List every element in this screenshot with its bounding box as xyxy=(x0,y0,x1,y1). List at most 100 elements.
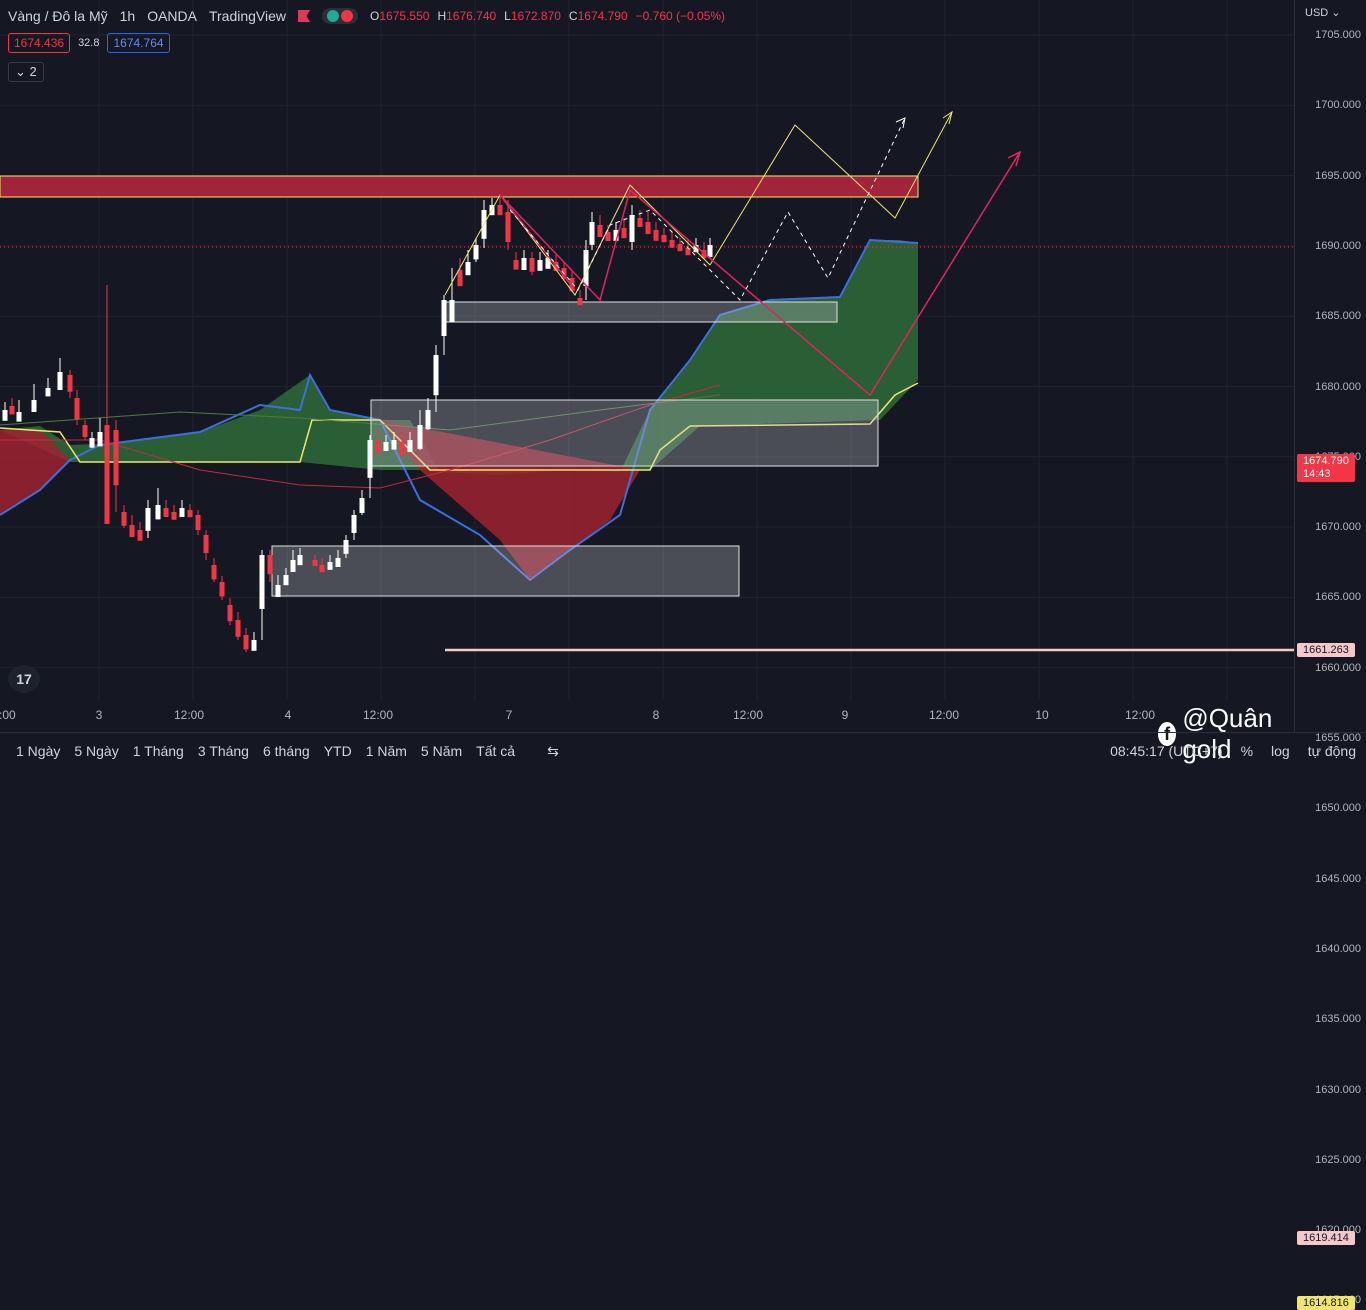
interval-label[interactable]: 1h xyxy=(119,8,136,24)
candle-body xyxy=(155,505,161,520)
candle-body xyxy=(367,440,373,478)
candle-body xyxy=(290,560,296,572)
candle-body xyxy=(441,300,447,336)
time-label: 7 xyxy=(505,708,513,722)
range-button[interactable]: 6 tháng xyxy=(262,743,310,759)
candle-body xyxy=(629,215,635,242)
candle-body xyxy=(577,298,583,306)
candle-body xyxy=(497,205,503,216)
date-range-icon[interactable]: ⇆ xyxy=(547,742,559,759)
range-button[interactable]: 5 Ngày xyxy=(74,743,119,759)
current-price-value: 1674.790 xyxy=(1303,454,1349,467)
candle-body xyxy=(583,250,589,286)
dashed-projection xyxy=(509,117,906,301)
price-tick: 1705.000 xyxy=(1315,29,1361,41)
symbol-name[interactable]: Vàng / Đô la Mỹ xyxy=(8,8,108,24)
candle-body xyxy=(569,278,575,292)
range-button[interactable]: YTD xyxy=(323,743,352,759)
candle-body xyxy=(613,230,619,241)
flag-icon[interactable] xyxy=(298,10,311,22)
price-tick: 1660.000 xyxy=(1315,661,1361,674)
price-tick: 1650.000 xyxy=(1315,802,1361,815)
range-button[interactable]: 5 Năm xyxy=(420,743,463,759)
arrow-head-icon xyxy=(942,110,953,125)
candle-body xyxy=(417,425,423,449)
level-price-tag[interactable]: 1661.263 xyxy=(1297,642,1355,657)
candle-body xyxy=(605,232,611,241)
senkou-span-a xyxy=(0,382,919,471)
ohlc-open: 1675.550 xyxy=(379,9,430,23)
percent-toggle[interactable]: % xyxy=(1240,743,1254,759)
candle-body xyxy=(399,442,405,456)
bid-ask-row: 1674.436 32.8 1674.764 xyxy=(8,33,170,53)
price-tick: 1700.000 xyxy=(1315,99,1361,112)
candle-body xyxy=(267,555,273,575)
currency-selector[interactable]: USD ⌄ xyxy=(1305,7,1341,19)
buy-price-button[interactable]: 1674.764 xyxy=(107,33,170,53)
candle-body xyxy=(275,585,281,597)
bottom-toolbar: 1 Ngày 5 Ngày 1 Tháng 3 Tháng 6 tháng YTD 1 Nă… xyxy=(0,732,1366,769)
candle-body xyxy=(351,515,357,533)
level-price-tag[interactable]: 1619.414 xyxy=(1297,1231,1355,1246)
price-tick: 1635.000 xyxy=(1315,1013,1361,1026)
arrow-head-icon xyxy=(1007,150,1022,167)
indicators-toggle[interactable]: ⌄ 2 xyxy=(8,62,44,82)
ohlc-high: 1676.740 xyxy=(446,9,497,23)
moving-average-line xyxy=(0,394,721,431)
candle-body xyxy=(327,562,333,570)
range-button[interactable]: 1 Tháng xyxy=(132,743,184,759)
candle-body xyxy=(335,558,341,567)
tradingview-logo-icon[interactable]: 17 xyxy=(8,665,40,693)
bar-countdown: 14:43 xyxy=(1303,467,1331,480)
candle-body xyxy=(693,245,699,253)
candle-body xyxy=(145,508,151,531)
candle-body xyxy=(297,555,303,566)
market-status-pill[interactable] xyxy=(322,8,359,24)
current-price-tag: 1674.790 14:43 xyxy=(1297,453,1355,482)
candle-body xyxy=(89,438,95,448)
zigzag-projection xyxy=(444,184,711,296)
demand-zone xyxy=(444,301,838,323)
candle-body xyxy=(621,228,627,239)
range-button[interactable]: Tất cả xyxy=(476,743,516,759)
candle-body xyxy=(137,530,143,541)
chart-area[interactable]: Vàng / Đô la Mỹ 1h OANDA TradingView O16… xyxy=(0,0,1294,764)
sell-price-button[interactable]: 1674.436 xyxy=(8,33,71,53)
candle-body xyxy=(227,605,233,622)
price-tick: 1625.000 xyxy=(1315,1153,1361,1166)
range-button[interactable]: 1 Năm xyxy=(365,743,407,759)
indicator-count: 2 xyxy=(29,64,37,79)
resistance-zone xyxy=(0,175,919,198)
range-button[interactable]: 1 Ngày xyxy=(16,743,61,759)
candle-body xyxy=(235,620,241,637)
candle-body xyxy=(16,412,22,422)
candle-body xyxy=(121,512,127,526)
candle-body xyxy=(529,258,535,272)
candle-body xyxy=(537,260,543,271)
log-toggle[interactable]: log xyxy=(1271,743,1290,759)
price-axis[interactable]: USD ⌄ 1705.000 1700.000 1695.000 1690.000 16… xyxy=(1294,0,1366,1310)
candle-body xyxy=(677,244,683,252)
spread-value: 32.8 xyxy=(78,37,100,49)
price-tick: 1630.000 xyxy=(1315,1083,1361,1096)
watermark: f @Quân gold xyxy=(1158,703,1294,765)
price-chart[interactable] xyxy=(0,0,1294,700)
price-tick: 1680.000 xyxy=(1315,380,1361,393)
auto-scale-toggle[interactable]: tự động xyxy=(1307,743,1356,759)
candle-body xyxy=(383,442,389,451)
time-label: 3 xyxy=(95,708,103,722)
time-label: 12:00 xyxy=(1124,708,1156,722)
price-change: −0.760 (−0.05%) xyxy=(635,9,726,23)
time-label: 10 xyxy=(1035,708,1049,722)
demand-zone xyxy=(370,399,879,467)
clock-time[interactable]: 08:45:17 (UTC+7) xyxy=(1110,743,1223,759)
price-tick: 1665.000 xyxy=(1315,591,1361,604)
candle-body xyxy=(179,508,185,517)
candle-body xyxy=(589,222,595,245)
range-button[interactable]: 3 Tháng xyxy=(197,743,249,759)
time-axis[interactable]: 2:00 3 12:00 4 12:00 7 8 12:00 9 12:00 10 12:00 xyxy=(0,700,1294,732)
moving-average-line xyxy=(0,384,721,489)
facebook-icon: f xyxy=(1158,722,1177,746)
level-price-tag[interactable]: 1614.816 xyxy=(1297,1295,1355,1310)
candle-body xyxy=(701,250,707,259)
